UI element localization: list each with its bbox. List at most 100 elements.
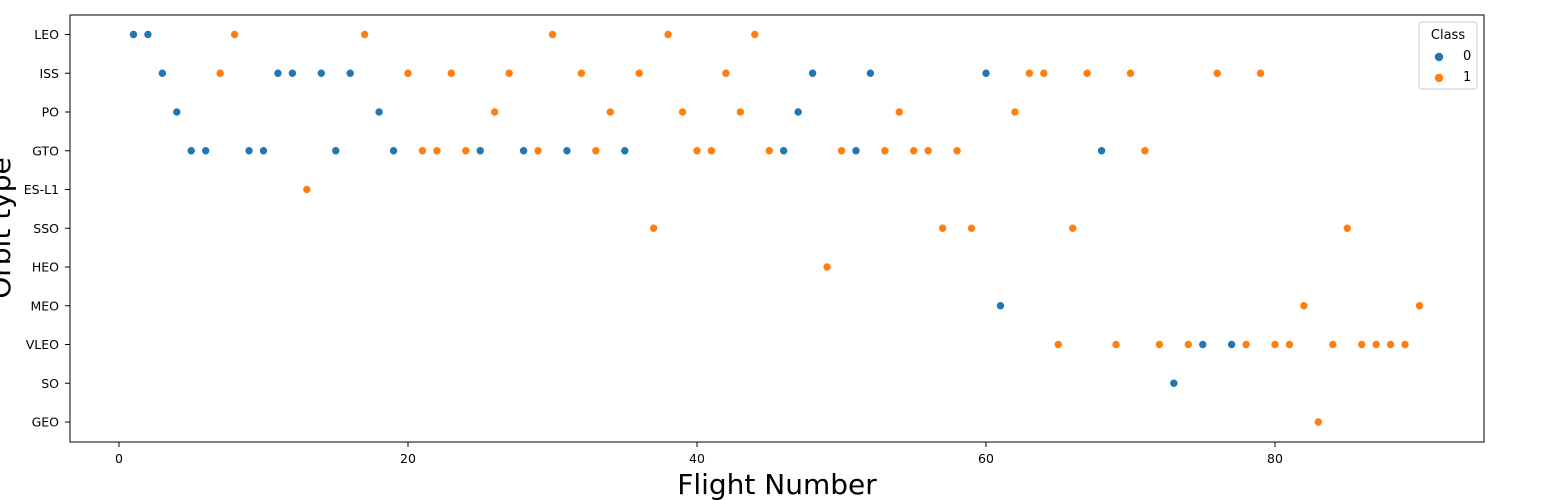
- data-point-class-0: [996, 301, 1005, 311]
- data-point-class-0: [259, 146, 268, 156]
- data-point-class-0: [1097, 146, 1106, 156]
- x-tick-label: 40: [689, 451, 705, 466]
- legend-label-class-0: 0: [1463, 49, 1471, 64]
- data-point-class-1: [432, 146, 442, 156]
- data-point-class-0: [475, 146, 485, 156]
- data-point-class-1: [1212, 68, 1222, 78]
- y-tick-label: GEO: [32, 415, 60, 430]
- data-point-class-1: [692, 146, 702, 156]
- data-point-class-0: [519, 146, 528, 156]
- x-tick-label: 0: [115, 451, 123, 466]
- y-tick-label: GTO: [32, 143, 59, 158]
- data-point-class-0: [1198, 340, 1208, 349]
- data-point-class-1: [418, 146, 427, 156]
- data-point-class-1: [1039, 68, 1049, 78]
- data-point-class-1: [736, 107, 745, 117]
- data-point-class-0: [273, 68, 283, 78]
- y-tick-label: ISS: [39, 66, 59, 81]
- data-point-class-1: [837, 146, 846, 156]
- data-point-class-1: [591, 146, 601, 156]
- data-point-class-1: [1285, 340, 1294, 349]
- data-point-class-0: [562, 146, 572, 156]
- data-point-class-1: [678, 107, 687, 117]
- data-point-class-0: [793, 107, 803, 117]
- data-point-class-1: [605, 107, 615, 117]
- data-point-class-1: [215, 68, 225, 78]
- data-point-class-1: [1241, 340, 1251, 349]
- data-point-class-1: [360, 30, 369, 39]
- data-point-class-1: [230, 30, 239, 39]
- data-point-class-1: [1068, 223, 1077, 233]
- data-point-class-1: [1328, 340, 1338, 349]
- data-point-class-1: [1111, 340, 1121, 349]
- legend-title: Class: [1431, 28, 1465, 43]
- data-point-class-1: [1155, 340, 1164, 349]
- data-point-class-1: [1386, 340, 1395, 349]
- data-point-class-1: [822, 262, 832, 272]
- y-tick-label: SSO: [33, 221, 59, 236]
- y-axis-title: Orbit type: [0, 157, 17, 299]
- x-axis: 0 20 40 60 80: [115, 442, 1283, 466]
- data-point-class-0: [620, 146, 630, 156]
- legend-label-class-1: 1: [1463, 70, 1471, 85]
- plot-area-frame: [69, 14, 1485, 443]
- data-point-class-1: [764, 146, 774, 156]
- data-point-class-0: [288, 68, 297, 78]
- data-point-class-1: [1025, 68, 1034, 78]
- data-point-class-1: [1082, 68, 1092, 78]
- data-point-class-1: [577, 68, 586, 78]
- y-axis: LEO ISS PO GTO ES-L1 SSO HEO MEO VLEO SO GEO: [24, 27, 70, 430]
- data-point-class-0: [345, 68, 355, 78]
- data-point-class-0: [186, 146, 196, 156]
- data-point-class-1: [1053, 340, 1063, 349]
- y-tick-label: VLEO: [26, 337, 59, 352]
- data-point-class-1: [461, 146, 471, 156]
- data-point-class-0: [244, 146, 254, 156]
- data-point-class-1: [533, 146, 543, 156]
- data-point-class-1: [1400, 340, 1410, 349]
- data-point-class-1: [1415, 301, 1424, 311]
- x-tick-label: 20: [400, 451, 416, 466]
- data-point-class-0: [129, 30, 138, 39]
- data-point-class-1: [952, 146, 962, 156]
- data-point-class-1: [1299, 301, 1309, 311]
- data-point-class-1: [548, 30, 557, 39]
- y-tick-label: SO: [41, 376, 59, 391]
- data-point-class-1: [1371, 340, 1381, 349]
- data-point-class-1: [1126, 68, 1135, 78]
- data-point-class-1: [894, 107, 904, 117]
- data-point-class-0: [331, 146, 341, 156]
- legend-marker-class-1: [1434, 73, 1444, 83]
- data-point-class-1: [967, 223, 976, 233]
- data-point-class-0: [1169, 378, 1179, 388]
- data-point-class-1: [649, 223, 658, 233]
- y-tick-label: MEO: [30, 298, 59, 313]
- data-point-class-1: [1256, 68, 1265, 78]
- x-tick-label: 60: [978, 451, 994, 466]
- data-point-class-0: [851, 146, 861, 156]
- y-tick-label: LEO: [34, 27, 59, 42]
- data-point-class-0: [143, 30, 153, 39]
- data-point-class-1: [1314, 417, 1323, 427]
- legend-marker-class-0: [1434, 52, 1444, 62]
- data-point-class-1: [447, 68, 456, 78]
- data-point-class-1: [302, 185, 312, 194]
- data-points: [129, 30, 1424, 427]
- x-axis-title: Flight Number: [677, 468, 877, 500]
- data-point-class-0: [1227, 340, 1236, 349]
- data-point-class-0: [201, 146, 210, 156]
- y-tick-label: HEO: [32, 260, 59, 275]
- data-point-class-1: [634, 68, 644, 78]
- data-point-class-1: [1140, 146, 1150, 156]
- data-point-class-1: [1357, 340, 1366, 349]
- data-point-class-0: [808, 68, 817, 78]
- data-point-class-1: [1184, 340, 1193, 349]
- data-point-class-1: [721, 68, 731, 78]
- data-point-class-0: [779, 146, 789, 156]
- data-point-class-1: [938, 223, 947, 233]
- data-point-class-0: [866, 68, 875, 78]
- data-point-class-1: [1342, 223, 1352, 233]
- data-point-class-1: [880, 146, 890, 156]
- legend: Class 0 1: [1418, 21, 1478, 90]
- data-point-class-1: [909, 146, 919, 156]
